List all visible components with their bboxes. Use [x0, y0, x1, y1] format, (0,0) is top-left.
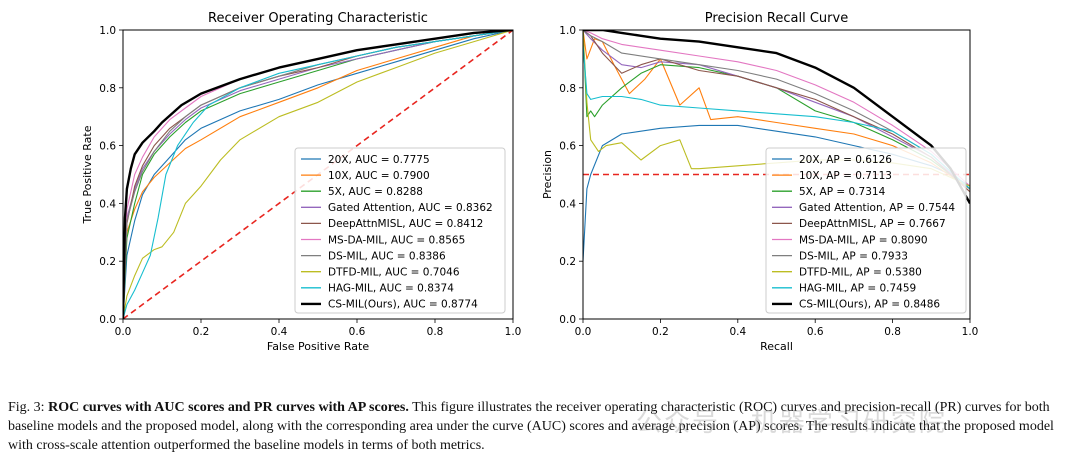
x-tick-label: 0.8 [884, 326, 901, 338]
chart-title: Precision Recall Curve [705, 11, 848, 26]
series-line [123, 30, 513, 319]
series-line [123, 30, 513, 319]
plot-frame [122, 29, 514, 320]
legend-label: 10X, AUC = 0.7900 [328, 170, 430, 182]
x-tick-label: 0.6 [807, 326, 824, 338]
legend-label: 20X, AP = 0.6126 [799, 154, 892, 166]
y-tick-label: 0.6 [559, 141, 576, 153]
legend-label: HAG-MIL, AUC = 0.8374 [328, 283, 454, 295]
series-line [123, 30, 513, 319]
x-tick-label: 0.6 [349, 326, 366, 338]
legend-label: Gated Attention, AP = 0.7544 [799, 202, 955, 214]
caption-bold-title: ROC curves with AUC scores and PR curves… [48, 400, 409, 415]
x-tick-label: 0.0 [575, 326, 592, 338]
series-line [583, 30, 970, 204]
y-tick-label: 1.0 [99, 25, 116, 37]
plot-frame [582, 29, 971, 320]
y-tick-label: 0.8 [99, 83, 116, 95]
legend-label: DS-MIL, AUC = 0.8386 [328, 250, 446, 262]
y-tick-label: 0.6 [99, 141, 116, 153]
legend-label: 5X, AUC = 0.8288 [328, 186, 423, 198]
x-tick-label: 1.0 [962, 326, 979, 338]
legend-label: DTFD-MIL, AUC = 0.7046 [328, 267, 460, 279]
legend-label: DeepAttnMISL, AP = 0.7667 [799, 218, 946, 230]
y-tick-label: 0.2 [99, 256, 116, 268]
y-tick-label: 0.0 [99, 314, 116, 326]
series-line [583, 44, 970, 190]
legend-label: 20X, AUC = 0.7775 [328, 154, 430, 166]
series-line [123, 30, 513, 319]
y-tick-label: 0.4 [559, 198, 576, 210]
x-tick-label: 0.2 [652, 326, 669, 338]
x-tick-label: 0.4 [271, 326, 288, 338]
legend-box [765, 147, 967, 314]
legend-label: DTFD-MIL, AP = 0.5380 [799, 267, 922, 279]
caption-label: Fig. 3: [8, 400, 45, 415]
legend-label: MS-DA-MIL, AP = 0.8090 [799, 234, 928, 246]
x-tick-label: 0.4 [729, 326, 746, 338]
legend-label: 5X, AP = 0.7314 [799, 186, 886, 198]
legend-label: MS-DA-MIL, AUC = 0.8565 [328, 234, 465, 246]
x-tick-label: 0.0 [115, 326, 132, 338]
x-tick-label: 0.8 [427, 326, 444, 338]
legend-label: CS-MIL(Ours), AP = 0.8486 [799, 299, 940, 311]
roc-chart: Receiver Operating Characteristic 0.0 0.2 0… [81, 11, 521, 353]
chart-title: Receiver Operating Characteristic [208, 11, 428, 26]
series-line [583, 30, 970, 187]
figure-caption: Fig. 3: ROC curves with AUC scores and P… [8, 398, 1074, 455]
x-axis-label: False Positive Rate [267, 340, 369, 353]
legend-label: DeepAttnMISL, AUC = 0.8412 [328, 218, 483, 230]
series-line [123, 30, 513, 319]
x-tick-label: 1.0 [505, 326, 522, 338]
y-tick-label: 0.0 [559, 314, 576, 326]
series-line [583, 30, 970, 190]
legend-label: Gated Attention, AUC = 0.8362 [328, 202, 493, 214]
x-tick-label: 0.2 [193, 326, 210, 338]
y-tick-label: 0.4 [99, 198, 116, 210]
y-tick-label: 1.0 [559, 25, 576, 37]
legend-label: HAG-MIL, AP = 0.7459 [799, 283, 916, 295]
y-tick-label: 0.2 [559, 256, 576, 268]
x-axis-label: Recall [760, 340, 793, 353]
figure: Receiver Operating Characteristic 0.0 0.2 0… [81, 11, 978, 353]
series-line [583, 30, 970, 193]
legend-label: DS-MIL, AP = 0.7933 [799, 250, 908, 262]
legend-label: 10X, AP = 0.7113 [799, 170, 892, 182]
y-axis-label: True Positive Rate [81, 125, 94, 224]
series-line [583, 30, 970, 190]
pr-chart: Precision Recall Curve 0.0 0.2 0.4 0.6 0.8 1.0… [541, 11, 978, 353]
series-line [123, 30, 513, 319]
y-tick-label: 0.8 [559, 83, 576, 95]
legend-label: CS-MIL(Ours), AUC = 0.8774 [328, 299, 478, 311]
y-axis-label: Precision [541, 150, 554, 199]
legend-box [294, 147, 506, 314]
caption-text: This figure illustrates the receiver ope… [8, 400, 1054, 453]
